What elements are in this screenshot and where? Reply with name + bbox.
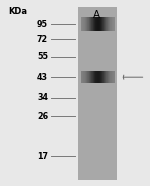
Text: KDa: KDa [9, 7, 27, 16]
Text: 17: 17 [37, 152, 48, 161]
Bar [100, 17, 101, 31]
Text: 55: 55 [37, 52, 48, 61]
Bar [104, 71, 105, 83]
Bar [96, 71, 97, 83]
Bar [98, 71, 99, 83]
Text: 26: 26 [37, 112, 48, 121]
Bar [99, 17, 100, 31]
Bar [89, 71, 90, 83]
Bar [111, 71, 112, 83]
Bar [113, 17, 114, 31]
Bar [109, 17, 110, 31]
Bar [98, 17, 99, 31]
Bar [86, 17, 87, 31]
Bar [81, 17, 82, 31]
Text: 43: 43 [37, 73, 48, 82]
Bar [94, 17, 95, 31]
Bar [86, 71, 87, 83]
Bar [88, 71, 89, 83]
Bar [93, 71, 94, 83]
Bar [98, 17, 99, 31]
Text: 95: 95 [37, 20, 48, 29]
Bar [87, 71, 88, 83]
Bar [82, 71, 83, 83]
Bar [85, 71, 86, 83]
Bar [93, 17, 94, 31]
Bar [103, 17, 104, 31]
Bar [84, 17, 85, 31]
Bar [101, 71, 102, 83]
Bar [92, 17, 93, 31]
Bar [111, 71, 112, 83]
Bar [111, 17, 112, 31]
Bar [112, 71, 113, 83]
Bar [82, 17, 83, 31]
Bar [96, 17, 97, 31]
Bar [100, 71, 101, 83]
Bar [85, 17, 86, 31]
Bar [84, 71, 85, 83]
Bar [83, 17, 84, 31]
Bar [108, 17, 109, 31]
Bar [102, 71, 103, 83]
Bar [87, 71, 88, 83]
Bar [112, 17, 113, 31]
Bar [98, 71, 99, 83]
Text: A: A [93, 10, 100, 20]
Bar [110, 17, 111, 31]
Bar [107, 71, 108, 83]
Bar [106, 17, 107, 31]
Bar [86, 17, 87, 31]
Bar [114, 17, 115, 31]
Bar [87, 17, 88, 31]
Bar [105, 17, 106, 31]
Bar [78, 7, 117, 180]
Bar [101, 17, 102, 31]
Bar [94, 71, 95, 83]
Bar [110, 71, 111, 83]
Bar [109, 71, 110, 83]
Bar [83, 71, 84, 83]
Bar [99, 71, 100, 83]
Bar [105, 71, 106, 83]
Bar [106, 71, 107, 83]
Bar [114, 71, 115, 83]
Bar [90, 17, 91, 31]
Bar [87, 17, 88, 31]
Bar [91, 17, 92, 31]
Bar [111, 17, 112, 31]
Bar [86, 71, 87, 83]
Bar [88, 17, 89, 31]
Bar [102, 17, 103, 31]
Bar [113, 71, 114, 83]
Bar [95, 71, 96, 83]
Bar [90, 71, 91, 83]
Bar [99, 71, 100, 83]
Bar [110, 17, 111, 31]
Bar [103, 71, 104, 83]
Bar [95, 17, 96, 31]
Bar [110, 71, 111, 83]
Bar [91, 71, 92, 83]
Bar [89, 17, 90, 31]
Bar [107, 17, 108, 31]
Text: 72: 72 [37, 35, 48, 44]
Bar [103, 17, 104, 31]
Bar [103, 71, 104, 83]
Text: 34: 34 [37, 93, 48, 102]
Bar [99, 17, 100, 31]
Bar [81, 71, 82, 83]
Bar [92, 71, 93, 83]
Bar [97, 71, 98, 83]
Bar [104, 17, 105, 31]
Bar [97, 17, 98, 31]
Bar [108, 71, 109, 83]
